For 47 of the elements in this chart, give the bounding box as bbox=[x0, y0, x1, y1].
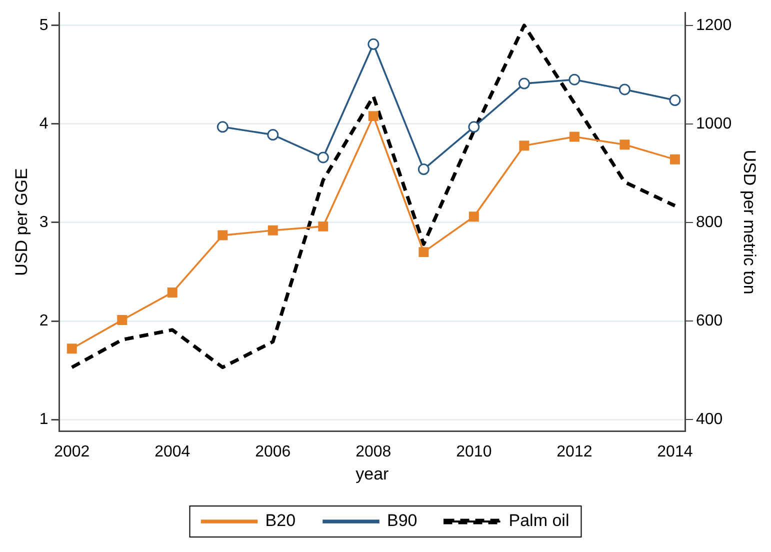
point bbox=[418, 164, 430, 176]
point bbox=[216, 121, 228, 133]
point bbox=[317, 152, 329, 164]
y-tick-label: 4 bbox=[39, 115, 48, 132]
x-tick-label: 2002 bbox=[54, 443, 90, 460]
point bbox=[368, 38, 380, 50]
x-tick-label: 2006 bbox=[255, 443, 291, 460]
point bbox=[267, 129, 279, 141]
point bbox=[620, 140, 630, 150]
y2-tick-label: 600 bbox=[696, 312, 723, 330]
x-tick-label: 2008 bbox=[356, 443, 392, 460]
line-series bbox=[70, 24, 677, 370]
y2-tick-label: 400 bbox=[696, 410, 723, 428]
legend-label: B20 bbox=[265, 511, 296, 530]
x-axis-title: year bbox=[356, 464, 390, 484]
y2-tick-label: 1200 bbox=[696, 16, 732, 34]
point bbox=[669, 94, 681, 106]
legend-label: B90 bbox=[387, 511, 418, 530]
legend-label: Palm oil bbox=[508, 511, 570, 530]
point bbox=[117, 315, 128, 326]
point bbox=[468, 121, 480, 133]
point bbox=[468, 212, 479, 222]
x-tick-label: 2004 bbox=[154, 443, 190, 460]
y-tick-label: 3 bbox=[39, 214, 48, 231]
x-tick-label: 2010 bbox=[456, 443, 492, 460]
point bbox=[518, 78, 530, 90]
y-tick-label: 2 bbox=[39, 312, 48, 330]
point bbox=[318, 221, 328, 232]
y-tick-label: 1 bbox=[39, 410, 48, 428]
point bbox=[618, 84, 630, 96]
point bbox=[218, 230, 228, 240]
y-tick-label: 5 bbox=[39, 16, 48, 34]
point bbox=[167, 287, 178, 298]
y2-axis-title: USD per metric ton bbox=[740, 150, 760, 294]
point bbox=[368, 111, 378, 122]
x-tick-label: 2014 bbox=[657, 443, 693, 460]
y2-tick-label: 1000 bbox=[696, 115, 732, 132]
point bbox=[268, 225, 278, 236]
point bbox=[66, 344, 77, 354]
point bbox=[418, 247, 429, 258]
y2-tick-label: 800 bbox=[696, 214, 723, 231]
point bbox=[519, 140, 530, 151]
x-tick-label: 2012 bbox=[556, 443, 592, 460]
point bbox=[568, 74, 580, 86]
point bbox=[569, 132, 580, 142]
point bbox=[670, 154, 680, 164]
y-axis-title: USD per GGE bbox=[12, 168, 31, 276]
